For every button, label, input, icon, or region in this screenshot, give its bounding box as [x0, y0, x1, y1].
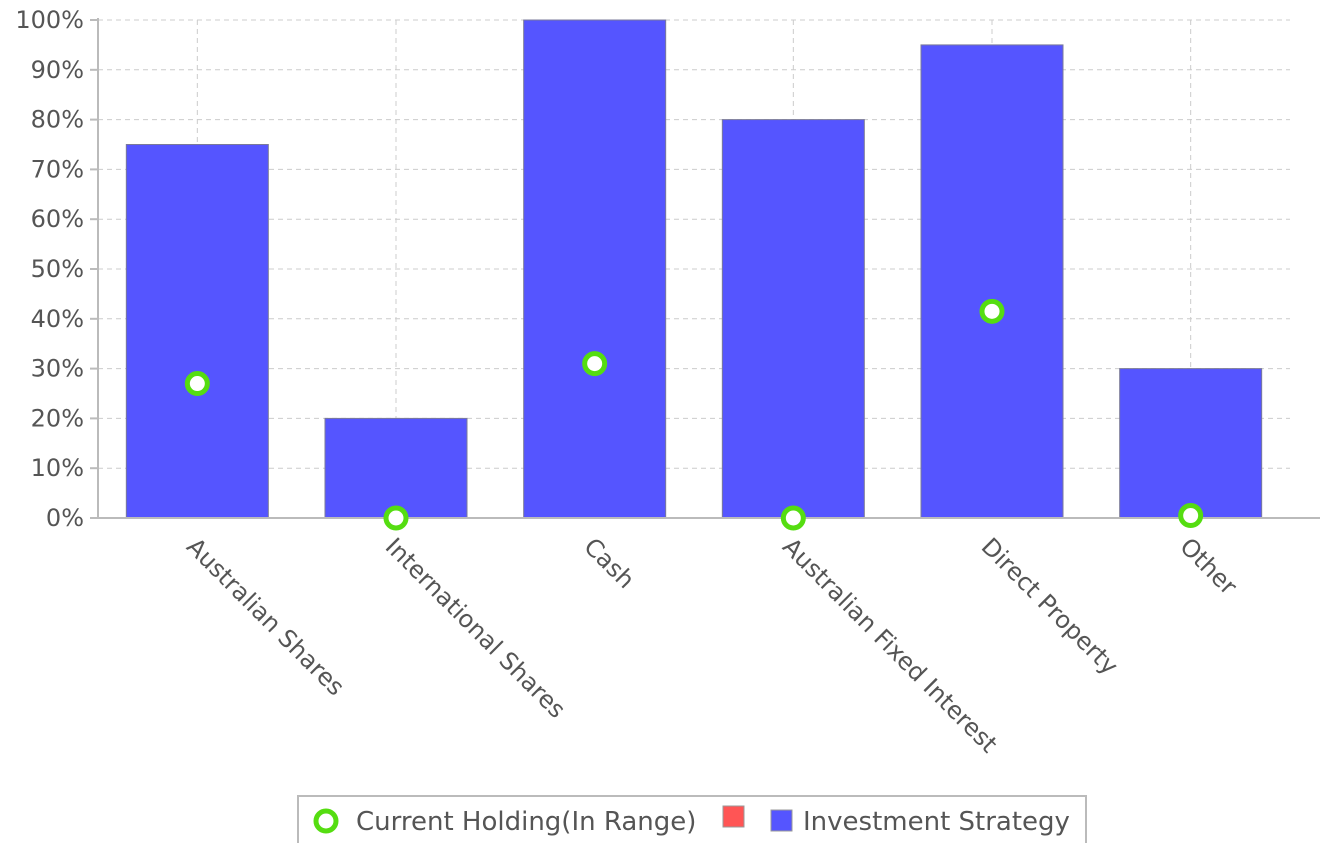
x-tick-label: Australian Fixed Interest [777, 532, 1003, 758]
y-tick-label: 10% [31, 454, 84, 482]
bar [920, 44, 1064, 519]
y-tick-label: 90% [31, 56, 84, 84]
legend: Current Holding(In Range) Investment Stra… [297, 795, 1087, 843]
legend-label-investment-strategy: Investment Strategy [803, 807, 1070, 837]
markers [184, 298, 1204, 531]
x-tick-label: Cash [578, 532, 640, 594]
holding-marker [582, 351, 608, 377]
x-tick-label: Other [1174, 532, 1242, 600]
y-tick-label: 0% [46, 504, 84, 532]
holding-marker [184, 371, 210, 397]
legend-blue-square-icon [770, 809, 793, 832]
y-tick-labels: 0% 10% 20% 30% 40% 50% 60% 70% 80% 90% 100% [15, 6, 84, 532]
y-tick-label: 70% [31, 155, 84, 183]
holding-marker [979, 298, 1005, 324]
legend-red-square-icon [722, 805, 745, 828]
grid [98, 19, 1290, 518]
y-tick-label: 40% [31, 305, 84, 333]
bar [1119, 368, 1263, 519]
holding-marker [383, 505, 409, 531]
legend-label-current-holding: Current Holding(In Range) [356, 807, 696, 837]
axes [90, 18, 1320, 519]
legend-ring-icon [313, 808, 339, 834]
y-tick-label: 50% [31, 255, 84, 283]
bar [324, 417, 468, 519]
holding-marker [780, 505, 806, 531]
x-tick-label: International Shares [380, 532, 571, 723]
bar [523, 19, 667, 519]
x-tick-label: Direct Property [976, 532, 1124, 680]
y-tick-label: 80% [31, 106, 84, 134]
holding-marker [1178, 503, 1204, 529]
y-tick-label: 30% [31, 355, 84, 383]
y-tick-label: 100% [15, 6, 84, 34]
bar [125, 144, 269, 519]
x-tick-label: Australian Shares [181, 532, 350, 701]
bar [721, 119, 865, 519]
legend-box [297, 795, 1087, 843]
bars [125, 19, 1263, 519]
y-tick-label: 20% [31, 404, 84, 432]
x-tick-labels: Australian Shares International Shares Cas… [181, 532, 1242, 758]
y-tick-label: 60% [31, 205, 84, 233]
